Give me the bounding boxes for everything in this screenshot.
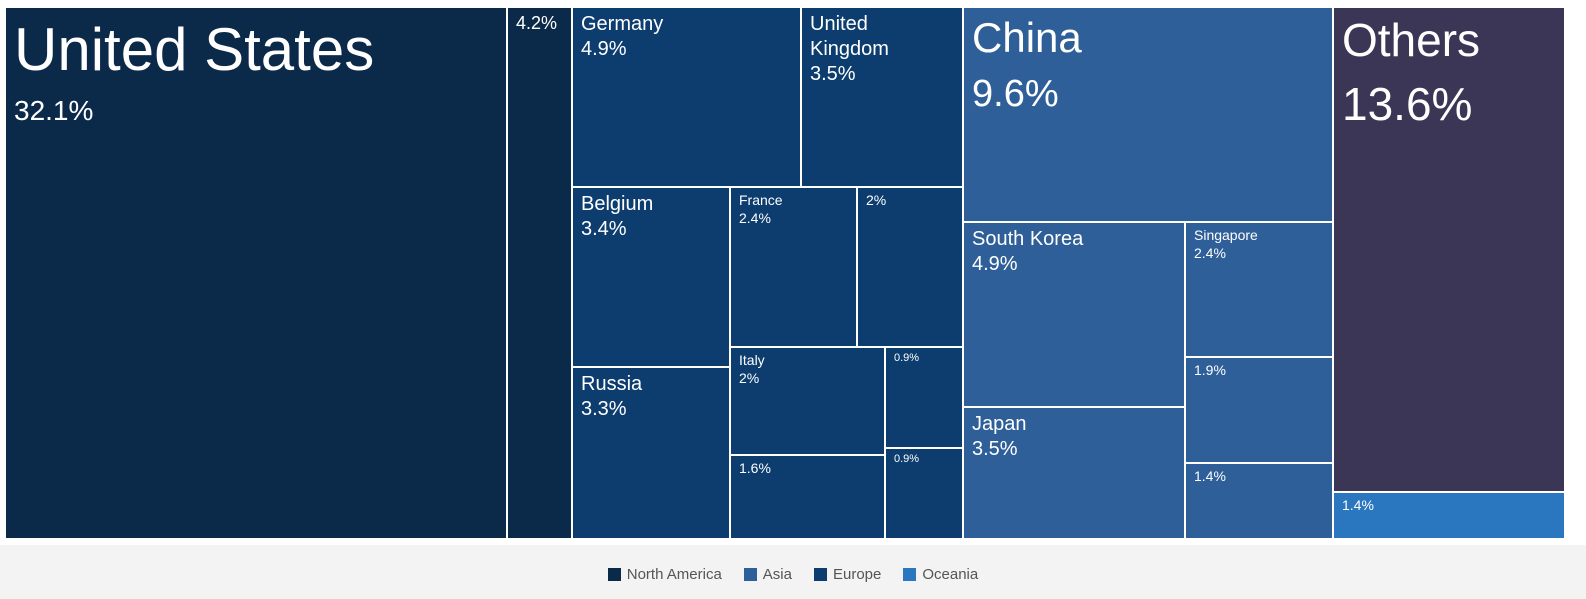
- treemap-tile-italy: Italy 2%: [730, 347, 885, 455]
- tile-label: 1.4%: [1194, 468, 1226, 486]
- treemap-tile-item-17: 1.4%: [1185, 463, 1333, 539]
- tile-value-label: 1.4%: [1194, 468, 1226, 484]
- legend-item-north-america: North America: [607, 565, 722, 583]
- treemap-tile-item-11: 0.9%: [885, 448, 963, 539]
- legend-item-asia: Asia: [743, 565, 792, 583]
- tile-label: 0.9%: [894, 352, 919, 366]
- tile-label: South Korea 4.9%: [972, 227, 1083, 277]
- tile-value-label: 0.9%: [894, 453, 920, 465]
- tile-name-label: Singapore: [1194, 227, 1258, 243]
- treemap-tile-japan: Japan 3.5%: [963, 407, 1185, 539]
- tile-value-label: 0.9%: [894, 352, 920, 364]
- tile-label: Others 13.6%: [1342, 12, 1480, 133]
- treemap-tile-item-1: 4.2%: [507, 7, 572, 539]
- tile-label: Russia 3.3%: [581, 372, 642, 422]
- tile-label: Germany 4.9%: [581, 12, 663, 62]
- tile-label: 2%: [866, 192, 886, 210]
- treemap-tile-belgium: Belgium 3.4%: [572, 187, 730, 367]
- tile-value-label: 1.4%: [1342, 497, 1374, 513]
- treemap-tile-singapore: Singapore 2.4%: [1185, 222, 1333, 357]
- tile-value-label: 4.9%: [581, 38, 627, 60]
- treemap-tile-item-6: 2%: [857, 187, 963, 347]
- treemap-tile-item-9: 0.9%: [885, 347, 963, 448]
- tile-label: France 2.4%: [739, 192, 783, 227]
- tile-name-label: United States: [14, 16, 375, 83]
- tile-name-label: South Korea: [972, 228, 1084, 250]
- treemap-tile-russia: Russia 3.3%: [572, 367, 730, 539]
- tile-name-label: Germany: [581, 13, 664, 35]
- treemap-tile-united-states: United States 32.1%: [5, 7, 507, 539]
- tile-value-label: 3.5%: [810, 63, 856, 85]
- treemap-chart: United States 32.1% 4.2% Germany 4.9% United …: [0, 0, 1586, 545]
- legend-item-europe: Europe: [813, 565, 882, 583]
- tile-value-label: 13.6%: [1342, 77, 1473, 130]
- chart-legend: North America Asia Europe Oceania: [0, 562, 1586, 586]
- treemap-tile-item-19: 1.4%: [1333, 492, 1565, 539]
- legend-swatch-asia: [743, 567, 757, 581]
- legend-label-europe: Europe: [832, 565, 882, 583]
- tile-name-label: Belgium: [581, 193, 654, 215]
- tile-value-label: 2%: [866, 192, 887, 208]
- tile-value-label: 32.1%: [14, 95, 94, 126]
- legend-swatch-north-america: [607, 567, 621, 581]
- tile-label: China 9.6%: [972, 12, 1082, 118]
- tile-label: Italy 2%: [739, 352, 765, 387]
- treemap-tile-china: China 9.6%: [963, 7, 1333, 222]
- tile-label: Singapore 2.4%: [1194, 227, 1258, 262]
- tile-name-label: Italy: [739, 352, 765, 368]
- tile-name-label: Japan: [972, 413, 1027, 435]
- tile-label: Belgium 3.4%: [581, 192, 653, 242]
- treemap-tile-germany: Germany 4.9%: [572, 7, 801, 187]
- tile-value-label: 4.2%: [516, 13, 558, 33]
- tile-name-label: United Kingdom: [810, 13, 889, 60]
- tile-value-label: 1.9%: [1194, 362, 1226, 378]
- tile-label: 1.4%: [1342, 497, 1374, 515]
- tile-label: United Kingdom 3.5%: [810, 12, 920, 87]
- treemap-tile-united-kingdom: United Kingdom 3.5%: [801, 7, 963, 187]
- treemap-tile-item-10: 1.6%: [730, 455, 885, 539]
- legend-label-oceania: Oceania: [922, 565, 979, 583]
- tile-value-label: 3.3%: [581, 398, 627, 420]
- tile-label: 4.2%: [516, 12, 557, 35]
- legend-label-asia: Asia: [762, 565, 792, 583]
- tile-name-label: France: [739, 192, 783, 208]
- tile-value-label: 3.4%: [581, 218, 627, 240]
- tile-label: United States 32.1%: [14, 12, 374, 128]
- legend-swatch-europe: [813, 567, 827, 581]
- tile-name-label: China: [972, 14, 1082, 61]
- legend-item-oceania: Oceania: [903, 566, 978, 583]
- legend-label-north-america: North America: [626, 565, 722, 583]
- tile-value-label: 3.5%: [972, 438, 1018, 460]
- tile-label: 1.6%: [739, 460, 771, 478]
- tile-label: Japan 3.5%: [972, 412, 1027, 462]
- treemap-tile-france: France 2.4%: [730, 187, 857, 347]
- tile-value-label: 2.4%: [1194, 244, 1226, 261]
- tile-value-label: 4.9%: [972, 253, 1018, 275]
- tile-value-label: 2%: [739, 369, 760, 386]
- treemap-tile-south-korea: South Korea 4.9%: [963, 222, 1185, 407]
- legend-swatch-oceania: [903, 567, 917, 581]
- tile-name-label: Others: [1342, 14, 1481, 66]
- tile-label: 1.9%: [1194, 362, 1226, 380]
- tile-label: 0.9%: [894, 453, 919, 467]
- tile-value-label: 1.6%: [739, 460, 771, 476]
- treemap-tile-others: Others 13.6%: [1333, 7, 1565, 492]
- tile-value-label: 9.6%: [972, 72, 1059, 115]
- treemap-tile-item-15: 1.9%: [1185, 357, 1333, 463]
- tile-value-label: 2.4%: [739, 209, 771, 226]
- tile-name-label: Russia: [581, 373, 643, 395]
